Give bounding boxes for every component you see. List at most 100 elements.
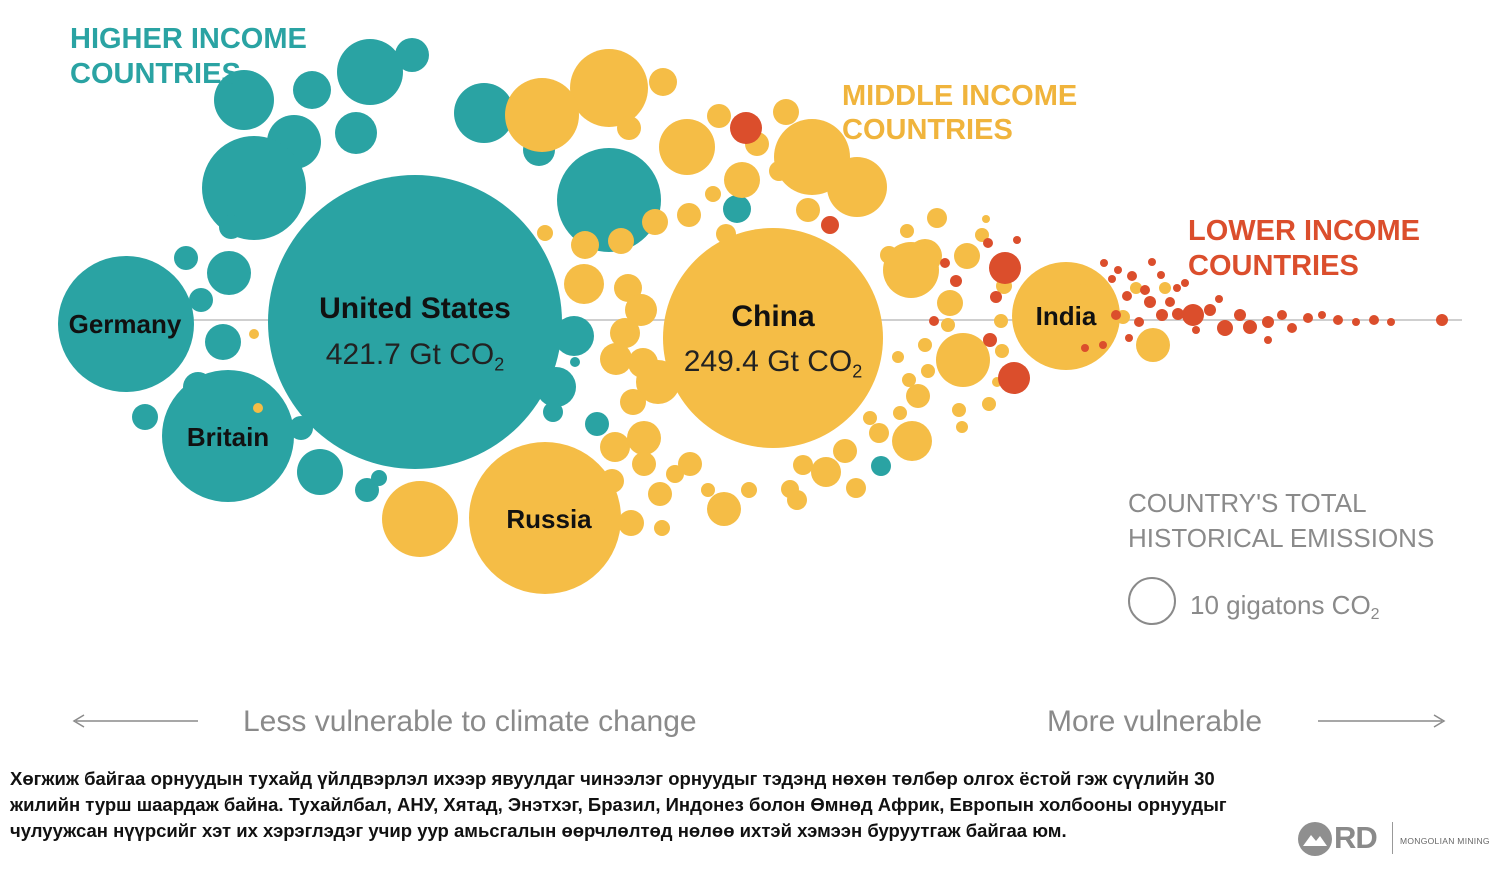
logo-brand: RD bbox=[1334, 820, 1378, 855]
country-bubble bbox=[632, 452, 656, 476]
country-bubble bbox=[1130, 282, 1142, 294]
bubble-britain bbox=[162, 370, 294, 502]
publisher-logo: RD MONGOLIAN MINING bbox=[1298, 818, 1498, 858]
country-bubble bbox=[787, 490, 807, 510]
country-bubble bbox=[293, 71, 331, 109]
country-bubble bbox=[954, 243, 980, 269]
country-bubble bbox=[557, 148, 661, 252]
country-bubble bbox=[289, 416, 313, 440]
country-bubble bbox=[678, 452, 702, 476]
country-bubble bbox=[1099, 341, 1107, 349]
country-bubble bbox=[982, 397, 996, 411]
country-bubble bbox=[1264, 336, 1272, 344]
country-bubble bbox=[253, 403, 263, 413]
bubble-india bbox=[1012, 262, 1120, 370]
country-bubble bbox=[600, 343, 632, 375]
country-bubble bbox=[554, 316, 594, 356]
country-bubble bbox=[892, 421, 932, 461]
country-bubble bbox=[620, 389, 646, 415]
country-bubble bbox=[183, 372, 213, 402]
country-bubble bbox=[950, 275, 962, 287]
country-bubble bbox=[625, 294, 657, 326]
legend-title-line2: HISTORICAL EMISSIONS bbox=[1128, 523, 1434, 553]
country-bubble bbox=[1100, 259, 1108, 267]
country-bubble bbox=[1013, 236, 1021, 244]
country-bubble bbox=[941, 318, 955, 332]
country-bubble bbox=[1215, 295, 1223, 303]
country-bubble bbox=[893, 406, 907, 420]
country-bubble bbox=[1165, 297, 1175, 307]
group-label-lower-line1: LOWER INCOME bbox=[1188, 215, 1420, 247]
country-bubble bbox=[983, 238, 993, 248]
country-bubble bbox=[1234, 309, 1246, 321]
country-bubble bbox=[846, 478, 866, 498]
country-bubble bbox=[1369, 315, 1379, 325]
country-bubble bbox=[600, 469, 624, 493]
country-bubble bbox=[570, 49, 648, 127]
legend-scale-label: 10 gigatons CO2 bbox=[1190, 590, 1380, 623]
country-bubble bbox=[707, 104, 731, 128]
country-bubble bbox=[741, 482, 757, 498]
x-axis-right-label: More vulnerable bbox=[1047, 705, 1262, 738]
country-bubble bbox=[618, 510, 644, 536]
bubble-germany bbox=[58, 256, 194, 392]
country-bubble bbox=[395, 38, 429, 72]
country-bubble bbox=[793, 455, 813, 475]
country-bubble bbox=[892, 351, 904, 363]
country-bubble bbox=[869, 423, 889, 443]
country-bubble bbox=[205, 324, 241, 360]
country-bubble bbox=[811, 457, 841, 487]
country-bubble bbox=[827, 157, 887, 217]
country-bubble bbox=[701, 483, 715, 497]
country-bubble bbox=[871, 456, 891, 476]
country-bubble bbox=[1387, 318, 1395, 326]
country-bubble bbox=[1078, 284, 1088, 294]
country-bubble bbox=[189, 288, 213, 312]
country-bubble bbox=[1148, 258, 1156, 266]
country-bubble bbox=[936, 333, 990, 387]
country-bubble bbox=[989, 252, 1021, 284]
country-bubbles bbox=[58, 38, 1448, 594]
country-bubble bbox=[833, 439, 857, 463]
country-bubble bbox=[975, 228, 989, 242]
country-bubble bbox=[1136, 328, 1170, 362]
country-bubble bbox=[648, 482, 672, 506]
country-bubble bbox=[600, 432, 630, 462]
legend-title-line1: COUNTRY'S TOTAL bbox=[1128, 488, 1367, 518]
left-arrow-icon bbox=[72, 714, 85, 728]
country-label-china: China bbox=[731, 300, 815, 333]
country-bubble bbox=[570, 357, 580, 367]
country-bubble bbox=[1217, 320, 1233, 336]
country-bubble bbox=[1182, 304, 1204, 326]
country-bubble bbox=[1318, 311, 1326, 319]
group-label-middle-line2: COUNTRIES bbox=[842, 114, 1013, 146]
country-bubble bbox=[773, 99, 799, 125]
country-bubble bbox=[918, 338, 932, 352]
country-bubble bbox=[174, 246, 198, 270]
country-bubble bbox=[355, 478, 379, 502]
country-bubble bbox=[1436, 314, 1448, 326]
country-bubble bbox=[1111, 310, 1121, 320]
country-bubble bbox=[990, 291, 1002, 303]
country-bubble bbox=[654, 520, 670, 536]
country-bubble bbox=[1081, 344, 1089, 352]
country-bubble bbox=[983, 333, 997, 347]
country-bubble bbox=[1140, 285, 1150, 295]
country-bubble bbox=[659, 119, 715, 175]
country-bubble bbox=[1172, 308, 1184, 320]
country-bubble bbox=[952, 403, 966, 417]
country-bubble bbox=[927, 208, 947, 228]
country-bubble bbox=[1204, 304, 1216, 316]
country-label-russia: Russia bbox=[506, 504, 592, 534]
group-label-middle-line1: MIDDLE INCOME bbox=[842, 80, 1077, 112]
right-arrow-icon bbox=[1433, 714, 1446, 728]
caption-line-3: чулуужсан нүүрсийг хэт их хэрэглэдэг учи… bbox=[10, 820, 1067, 841]
country-bubble bbox=[636, 360, 680, 404]
country-label-britain: Britain bbox=[187, 422, 269, 452]
country-bubble bbox=[902, 373, 916, 387]
country-bubble bbox=[1157, 271, 1165, 279]
bubble-china bbox=[663, 228, 883, 448]
country-bubble bbox=[995, 344, 1009, 358]
country-bubble bbox=[956, 421, 968, 433]
country-bubble bbox=[202, 136, 306, 240]
